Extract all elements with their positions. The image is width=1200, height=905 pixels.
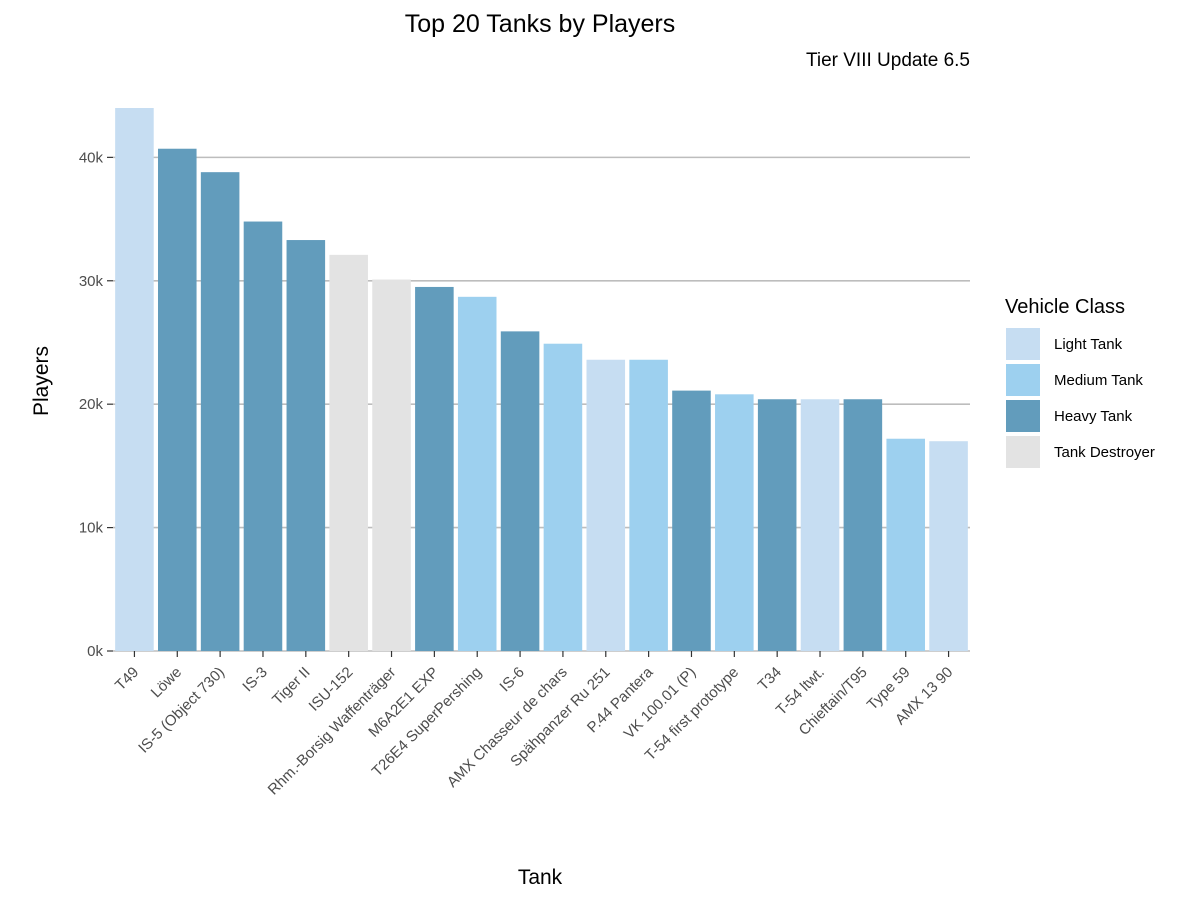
legend-swatch [1006,436,1040,468]
legend-swatch [1006,328,1040,360]
bar [415,286,454,651]
x-tick-label: Löwe [148,664,185,701]
y-tick-label: 20k [79,396,104,413]
legend-label: Heavy Tank [1054,408,1133,425]
legend-swatch [1006,364,1040,396]
x-tick-label: IS-3 [239,664,270,695]
bar [286,240,326,651]
bar [929,441,968,651]
bar [586,359,626,651]
y-tick-label: 10k [79,520,104,537]
bar [500,331,540,651]
bar [886,438,926,651]
chart-title: Top 20 Tanks by Players [405,10,676,38]
bar [672,390,711,651]
y-tick-label: 40k [79,149,104,166]
legend-title: Vehicle Class [1005,296,1125,318]
legend-swatch [1006,400,1040,432]
bar [800,399,840,651]
bar [200,172,240,651]
legend: Vehicle Class Light Tank Medium Tank Heavy… [1005,296,1155,468]
bars [115,108,968,651]
y-axis-label: Players [30,346,53,416]
legend-label: Tank Destroyer [1054,444,1155,461]
x-tick-label: T34 [755,664,785,694]
y-tick-label: 0k [87,643,103,660]
bar [629,359,668,651]
legend-label: Light Tank [1054,336,1123,353]
y-axis: 0k 10k 20k 30k 40k [79,149,113,660]
bar [843,399,883,651]
gridlines [113,156,970,652]
x-tick-label: IS-6 [496,664,527,695]
bar [157,148,197,651]
legend-label: Medium Tank [1054,372,1143,389]
bar [329,254,368,651]
x-tick-label: T49 [112,664,142,694]
bar [715,394,754,651]
y-tick-label: 30k [79,273,104,290]
bar [115,108,154,651]
x-axis-label: Tank [518,866,563,889]
chart-subtitle: Tier VIII Update 6.5 [806,50,970,71]
bar [757,399,797,651]
bar [243,221,283,651]
bar [457,296,497,651]
bar [372,279,411,651]
bar [543,343,583,651]
